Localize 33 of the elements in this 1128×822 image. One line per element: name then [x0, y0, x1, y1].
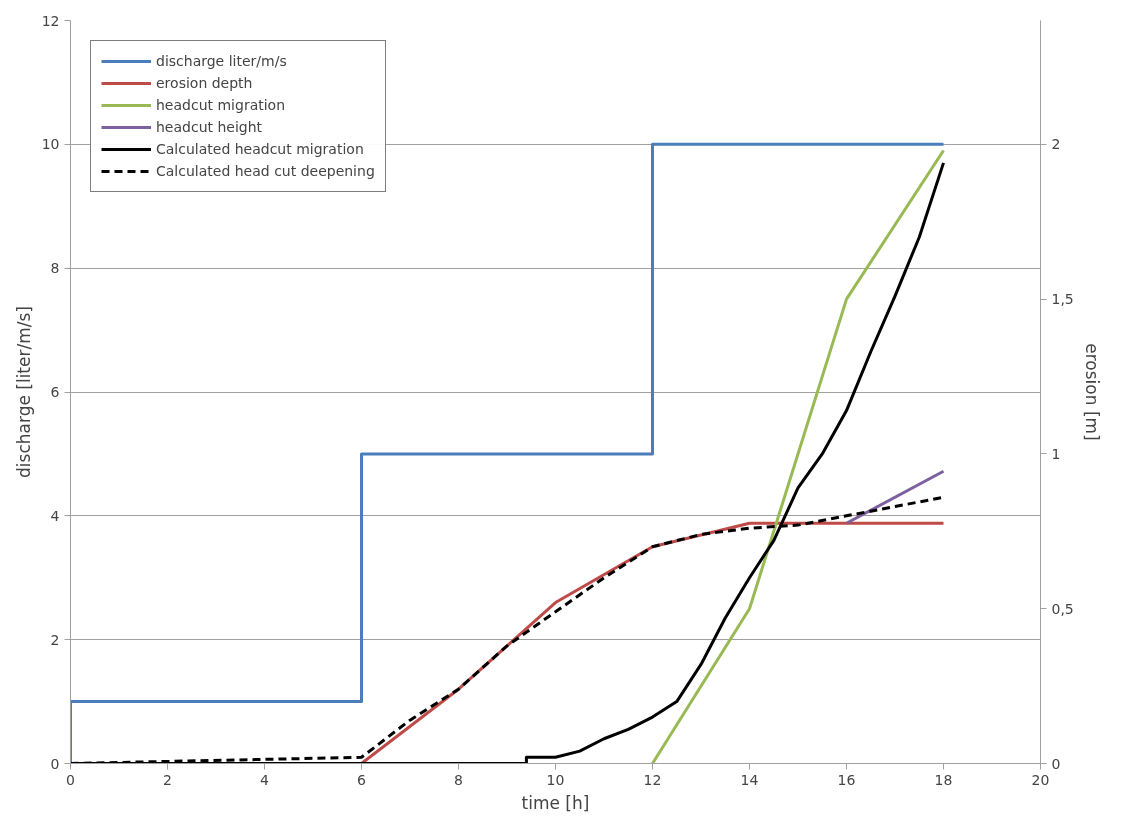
- x-tick-label: 18: [934, 771, 953, 788]
- legend-label: headcut migration: [156, 97, 286, 113]
- legend-label: Calculated headcut migration: [156, 141, 364, 157]
- y-tick-label: 0: [50, 755, 60, 772]
- legend-label: erosion depth: [156, 75, 253, 91]
- legend-label: discharge liter/m/s: [156, 53, 287, 69]
- y-tick-label: 8: [50, 260, 60, 277]
- x-tick-label: 20: [1031, 771, 1050, 788]
- x-tick-label: 8: [454, 771, 463, 788]
- y-tick-label: 2: [50, 631, 60, 648]
- y-axis-title: discharge [liter/m/s]: [13, 306, 34, 478]
- y2-tick-label: 2: [1051, 136, 1061, 153]
- x-tick-label: 4: [260, 771, 270, 788]
- legend-label: Calculated head cut deepening: [156, 163, 375, 179]
- x-tick-label: 6: [357, 771, 367, 788]
- x-tick-label: 12: [643, 771, 662, 788]
- x-tick-label: 14: [740, 771, 759, 788]
- x-axis-title: time [h]: [521, 792, 590, 813]
- y-tick-label: 4: [50, 507, 60, 524]
- y2-tick-label: 0: [1051, 755, 1061, 772]
- x-tick-label: 10: [546, 771, 565, 788]
- x-tick-label: 2: [163, 771, 172, 788]
- y2-tick-label: 1: [1051, 445, 1061, 462]
- line-series: [651, 149, 945, 764]
- x-tick-label: 16: [837, 771, 856, 788]
- y-tick-label: 12: [41, 12, 60, 29]
- legend-label: headcut height: [156, 119, 263, 135]
- y-tick-label: 10: [41, 136, 60, 153]
- x-tick-label: 0: [66, 771, 75, 788]
- y2-tick-label: 0,5: [1051, 600, 1074, 617]
- y-tick-label: 6: [50, 384, 60, 400]
- y2-tick-label: 1,5: [1051, 291, 1074, 308]
- y2-axis-title: erosion [m]: [1081, 343, 1102, 441]
